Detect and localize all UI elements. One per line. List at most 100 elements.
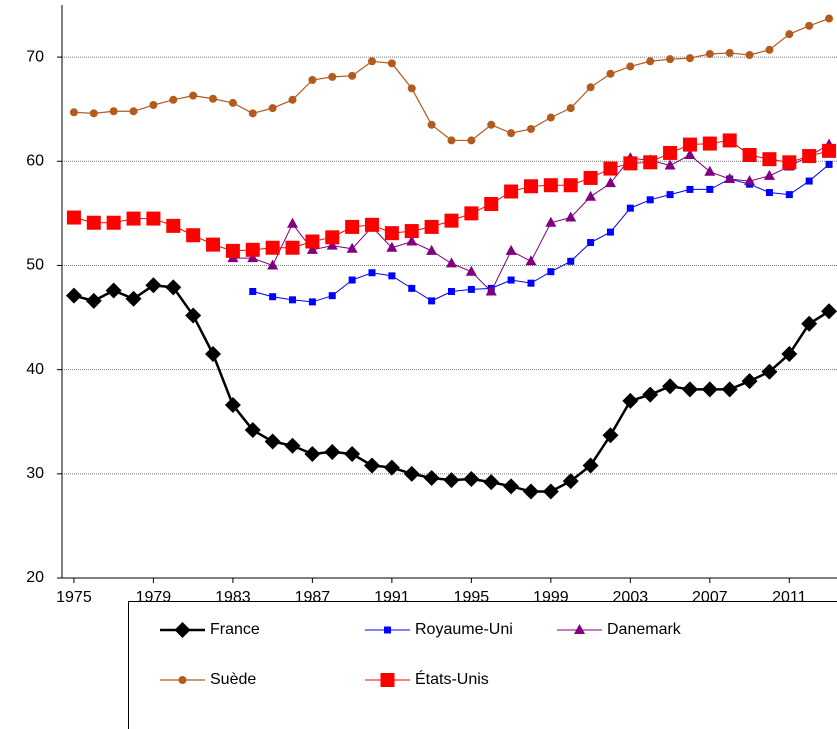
marker — [622, 392, 639, 409]
x-tick-label: 2011 — [772, 589, 807, 606]
marker — [586, 83, 595, 92]
marker — [386, 241, 398, 252]
marker — [802, 149, 817, 164]
marker — [821, 303, 837, 320]
marker — [305, 234, 320, 249]
marker — [623, 156, 638, 171]
marker — [403, 465, 420, 482]
marker — [526, 124, 535, 133]
marker — [443, 472, 460, 489]
x-tick-label: 1987 — [295, 589, 331, 606]
marker — [249, 288, 257, 295]
marker — [782, 155, 797, 170]
marker — [626, 62, 635, 71]
y-tick-label: 20 — [26, 569, 44, 586]
marker — [602, 427, 619, 444]
marker — [408, 284, 416, 292]
marker — [646, 57, 655, 66]
legend-label: Suède — [210, 671, 256, 688]
marker — [543, 178, 558, 193]
marker — [503, 478, 520, 495]
marker — [721, 381, 738, 398]
legend-label: Danemark — [607, 621, 682, 638]
marker — [603, 161, 618, 176]
marker — [109, 107, 118, 116]
marker — [762, 152, 777, 167]
marker — [604, 177, 616, 188]
y-tick-label: 60 — [26, 152, 44, 169]
marker — [267, 259, 279, 270]
legend-label: États-Unis — [415, 669, 489, 688]
marker — [686, 185, 694, 193]
marker — [248, 109, 257, 118]
marker — [368, 57, 376, 66]
marker — [106, 215, 121, 230]
marker — [69, 108, 78, 117]
y-tick-label: 40 — [26, 361, 44, 378]
marker — [704, 165, 716, 176]
marker — [742, 148, 757, 163]
marker — [244, 422, 261, 439]
marker — [545, 216, 557, 227]
marker — [384, 226, 399, 241]
marker — [705, 49, 714, 58]
marker — [65, 287, 82, 304]
marker — [125, 290, 142, 307]
marker — [146, 211, 161, 226]
marker — [383, 459, 400, 476]
marker — [467, 136, 476, 145]
marker — [765, 189, 773, 197]
legend-label: France — [210, 621, 260, 638]
marker — [289, 296, 297, 304]
x-tick-label: 2007 — [692, 589, 728, 606]
marker — [527, 279, 535, 287]
marker — [542, 483, 559, 500]
marker — [224, 397, 241, 414]
marker — [423, 469, 440, 486]
series-line — [232, 144, 830, 293]
marker — [129, 107, 138, 116]
marker — [404, 224, 419, 239]
marker — [346, 242, 358, 253]
marker — [682, 137, 697, 152]
marker — [801, 315, 818, 332]
marker — [507, 129, 516, 138]
marker — [546, 113, 555, 122]
legend-marker — [174, 622, 191, 638]
marker — [566, 104, 575, 113]
marker — [287, 217, 299, 228]
marker — [701, 381, 718, 398]
marker — [428, 297, 436, 305]
marker — [666, 191, 674, 199]
marker — [464, 206, 479, 221]
marker — [606, 69, 615, 78]
marker — [328, 72, 337, 81]
marker — [225, 243, 240, 258]
marker — [328, 292, 336, 300]
marker — [185, 307, 202, 324]
marker — [427, 120, 436, 129]
x-tick-label: 1975 — [56, 589, 92, 606]
marker — [89, 109, 98, 118]
marker — [483, 474, 500, 491]
marker — [825, 14, 834, 23]
marker — [761, 363, 778, 380]
marker — [308, 76, 317, 85]
marker — [765, 45, 774, 54]
marker — [228, 98, 237, 107]
marker — [284, 437, 301, 454]
marker — [463, 471, 480, 488]
x-tick-label: 1991 — [374, 589, 410, 606]
x-tick-label: 1979 — [136, 589, 172, 606]
marker — [324, 443, 341, 460]
marker — [388, 272, 396, 280]
marker — [407, 84, 416, 93]
marker — [522, 483, 539, 500]
legend-marker — [574, 624, 585, 634]
marker — [308, 298, 316, 306]
marker — [781, 346, 798, 363]
legend-label: Royaume-Uni — [415, 621, 513, 638]
marker — [345, 219, 360, 234]
marker — [268, 104, 277, 113]
